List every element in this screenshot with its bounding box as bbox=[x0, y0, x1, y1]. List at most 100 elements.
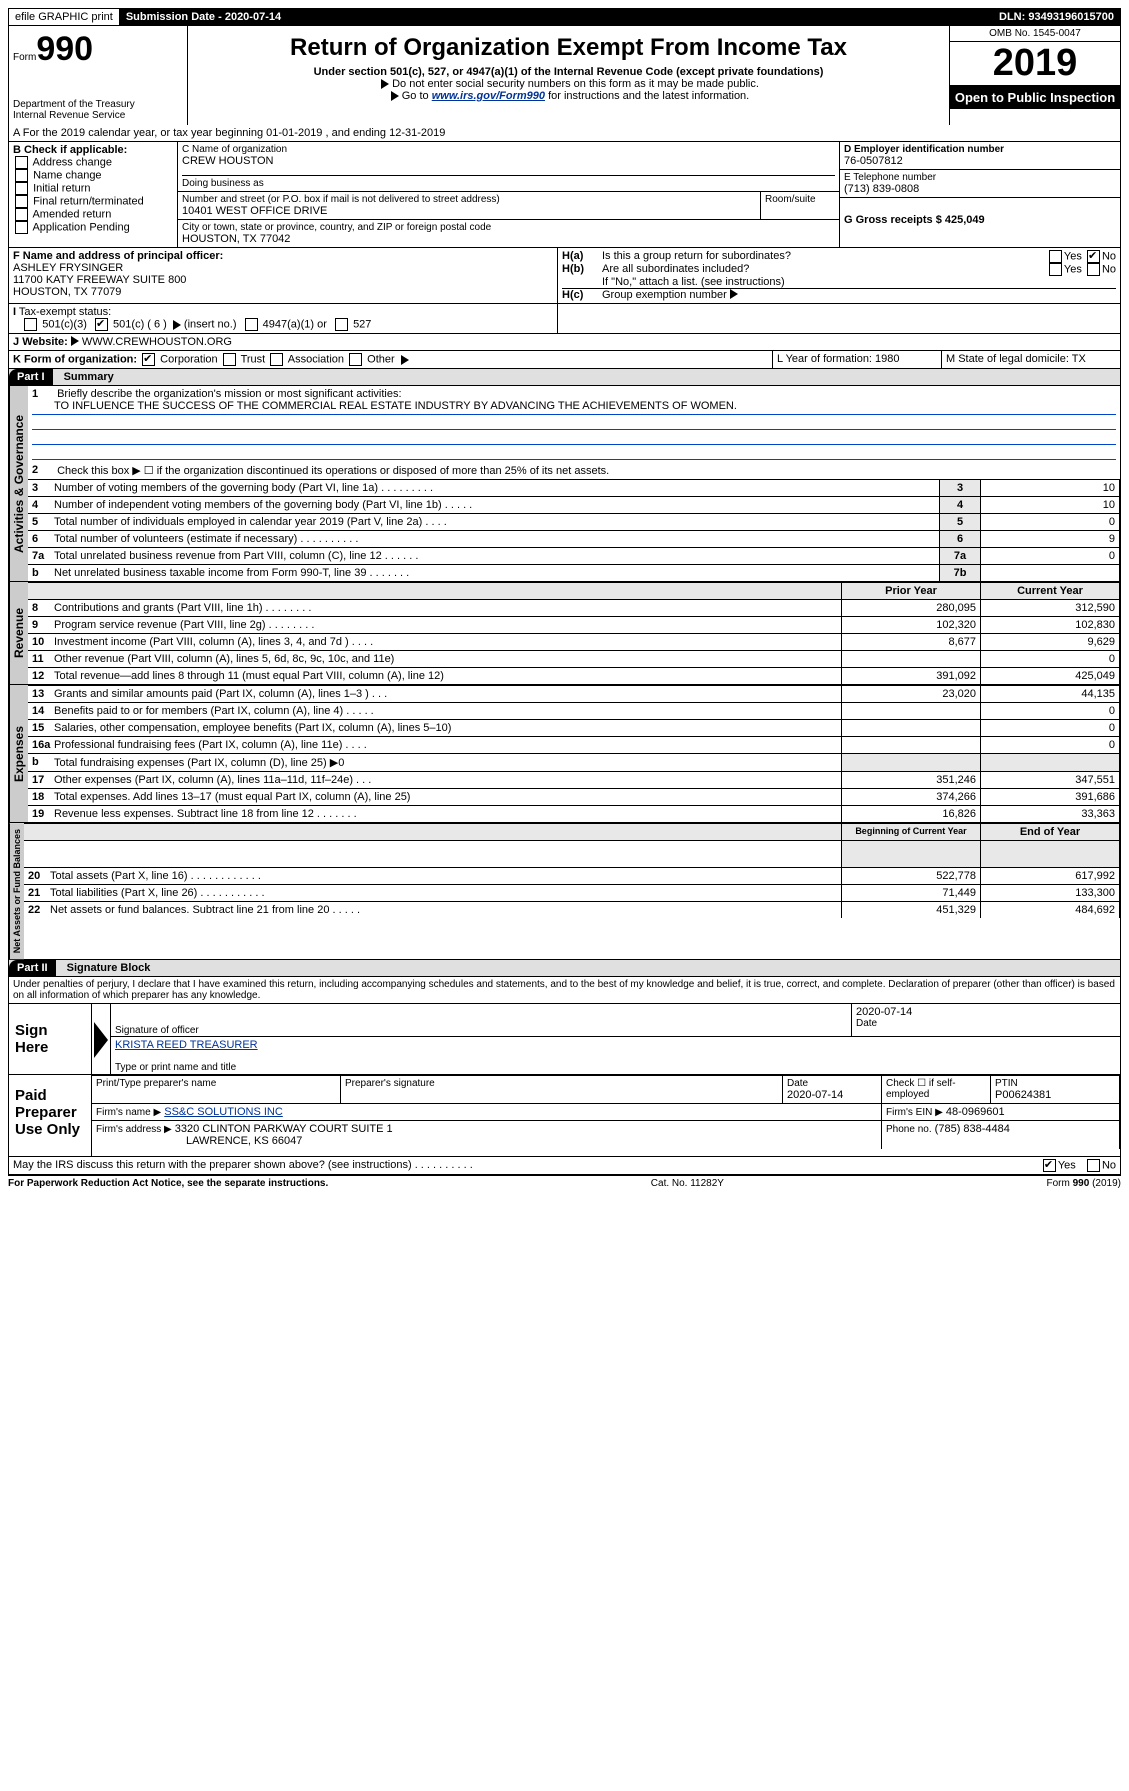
no-label: No bbox=[1102, 1160, 1116, 1172]
line-num: 14 bbox=[32, 705, 54, 717]
table-row bbox=[24, 841, 1120, 868]
checkbox-name-change[interactable] bbox=[15, 169, 28, 182]
current-val: 347,551 bbox=[981, 772, 1120, 789]
city-state-zip: HOUSTON, TX 77042 bbox=[182, 233, 835, 245]
table-row: bNet unrelated business taxable income f… bbox=[28, 565, 1120, 582]
line-num: 19 bbox=[32, 808, 54, 820]
shaded-cell bbox=[981, 754, 1120, 772]
line-label: Number of independent voting members of … bbox=[54, 499, 442, 511]
line-box: 4 bbox=[940, 497, 981, 514]
header-right: OMB No. 1545-0047 2019 Open to Public In… bbox=[949, 26, 1120, 125]
blank-line bbox=[32, 430, 1116, 445]
checkbox-501c[interactable] bbox=[95, 318, 108, 331]
line-num: 20 bbox=[28, 870, 50, 882]
klm-row: K Form of organization: Corporation Trus… bbox=[8, 351, 1121, 369]
current-val: 0 bbox=[981, 651, 1120, 668]
checkbox-discuss-no[interactable] bbox=[1087, 1159, 1100, 1172]
line-num: b bbox=[32, 756, 54, 768]
line-label: Other revenue (Part VIII, column (A), li… bbox=[54, 653, 394, 665]
type-name-label: Type or print name and title bbox=[115, 1062, 236, 1073]
gross-receipts: G Gross receipts $ 425,049 bbox=[844, 214, 1116, 226]
checkbox-527[interactable] bbox=[335, 318, 348, 331]
k-opt: Other bbox=[367, 353, 395, 365]
current-val: 484,692 bbox=[981, 902, 1120, 919]
room-suite-label: Room/suite bbox=[760, 192, 839, 219]
line-num: 16a bbox=[32, 739, 54, 751]
checkbox-ha-yes[interactable] bbox=[1049, 250, 1062, 263]
prior-val bbox=[842, 737, 981, 754]
current-val: 425,049 bbox=[981, 668, 1120, 685]
paid-preparer-block: Paid Preparer Use Only Print/Type prepar… bbox=[8, 1075, 1121, 1157]
irs-link[interactable]: www.irs.gov/Form990 bbox=[432, 90, 545, 102]
checkbox-addr-change[interactable] bbox=[15, 156, 28, 169]
b-opt: Initial return bbox=[33, 182, 90, 194]
checkbox-app-pending[interactable] bbox=[15, 221, 28, 234]
part-i-title: Summary bbox=[64, 371, 114, 383]
ha-tag: H(a) bbox=[562, 250, 602, 263]
checkbox-amended[interactable] bbox=[15, 208, 28, 221]
checkbox-initial[interactable] bbox=[15, 182, 28, 195]
firm-name-label: Firm's name ▶ bbox=[96, 1107, 161, 1118]
line-num: 13 bbox=[32, 688, 54, 700]
checkbox-final[interactable] bbox=[15, 195, 28, 208]
line-num: 7a bbox=[32, 550, 54, 562]
hc-tag: H(c) bbox=[562, 289, 602, 301]
checkbox-4947[interactable] bbox=[245, 318, 258, 331]
line-num: 12 bbox=[32, 670, 54, 682]
checkbox-corp[interactable] bbox=[142, 353, 155, 366]
checkbox-501c3[interactable] bbox=[24, 318, 37, 331]
top-bar: efile GRAPHIC print Submission Date - 20… bbox=[8, 8, 1121, 26]
line1-label: Briefly describe the organization's miss… bbox=[57, 388, 401, 400]
checkbox-assoc[interactable] bbox=[270, 353, 283, 366]
b-label: B Check if applicable: bbox=[13, 144, 173, 156]
line-val: 10 bbox=[981, 497, 1120, 514]
current-val: 133,300 bbox=[981, 885, 1120, 902]
line-label: Salaries, other compensation, employee b… bbox=[54, 722, 451, 734]
cat-no: Cat. No. 11282Y bbox=[651, 1178, 724, 1189]
spacer bbox=[288, 9, 992, 25]
checkbox-other[interactable] bbox=[349, 353, 362, 366]
sign-here-label: Sign Here bbox=[9, 1004, 92, 1074]
checkbox-trust[interactable] bbox=[223, 353, 236, 366]
checkbox-discuss-yes[interactable] bbox=[1043, 1159, 1056, 1172]
part-i-badge: Part I bbox=[9, 369, 53, 385]
table-row: 9Program service revenue (Part VIII, lin… bbox=[28, 617, 1120, 634]
line2-text: Check this box ▶ ☐ if the organization d… bbox=[57, 465, 609, 477]
dba-label: Doing business as bbox=[182, 175, 835, 189]
checkbox-hb-yes[interactable] bbox=[1049, 263, 1062, 276]
checkbox-ha-no[interactable] bbox=[1087, 250, 1100, 263]
checkbox-hb-no[interactable] bbox=[1087, 263, 1100, 276]
i-opt: 501(c) ( 6 ) bbox=[113, 318, 167, 330]
ein: 76-0507812 bbox=[844, 155, 1116, 167]
table-row: 18Total expenses. Add lines 13–17 (must … bbox=[28, 789, 1120, 806]
line-label: Number of voting members of the governin… bbox=[54, 482, 378, 494]
officer-typed-name[interactable]: KRISTA REED TREASURER bbox=[115, 1039, 1116, 1051]
e-label: E Telephone number bbox=[844, 172, 1116, 183]
line-label: Professional fundraising fees (Part IX, … bbox=[54, 739, 342, 751]
col-prior: Prior Year bbox=[842, 583, 981, 600]
discuss-row: May the IRS discuss this return with the… bbox=[8, 1157, 1121, 1175]
discuss-text: May the IRS discuss this return with the… bbox=[13, 1159, 412, 1171]
prior-val: 522,778 bbox=[842, 868, 981, 885]
current-val: 0 bbox=[981, 720, 1120, 737]
line-num: 4 bbox=[32, 499, 54, 511]
header-left: Form990 Department of the Treasury Inter… bbox=[9, 26, 188, 125]
part-ii-header: Part II Signature Block bbox=[8, 960, 1121, 977]
preparer-table: Print/Type preparer's name Preparer's si… bbox=[92, 1075, 1120, 1149]
arrow-icon bbox=[173, 320, 181, 330]
prep-phone: (785) 838-4484 bbox=[935, 1123, 1010, 1135]
line-box: 5 bbox=[940, 514, 981, 531]
arrow-icon bbox=[730, 289, 738, 299]
prior-val: 374,266 bbox=[842, 789, 981, 806]
tax-exempt-row: I Tax-exempt status: 501(c)(3) 501(c) ( … bbox=[8, 304, 1121, 334]
table-row: 15Salaries, other compensation, employee… bbox=[28, 720, 1120, 737]
section-h: H(a) Is this a group return for subordin… bbox=[557, 248, 1120, 303]
line-label: Total assets (Part X, line 16) bbox=[50, 870, 188, 882]
firm-name[interactable]: SS&C SOLUTIONS INC bbox=[164, 1106, 283, 1118]
officer-group-block: F Name and address of principal officer:… bbox=[8, 248, 1121, 304]
line-num: 22 bbox=[28, 904, 50, 916]
omb-number: OMB No. 1545-0047 bbox=[950, 26, 1120, 42]
k-label: K Form of organization: bbox=[13, 353, 137, 365]
line-box: 7a bbox=[940, 548, 981, 565]
line-label: Total liabilities (Part X, line 26) bbox=[50, 887, 197, 899]
